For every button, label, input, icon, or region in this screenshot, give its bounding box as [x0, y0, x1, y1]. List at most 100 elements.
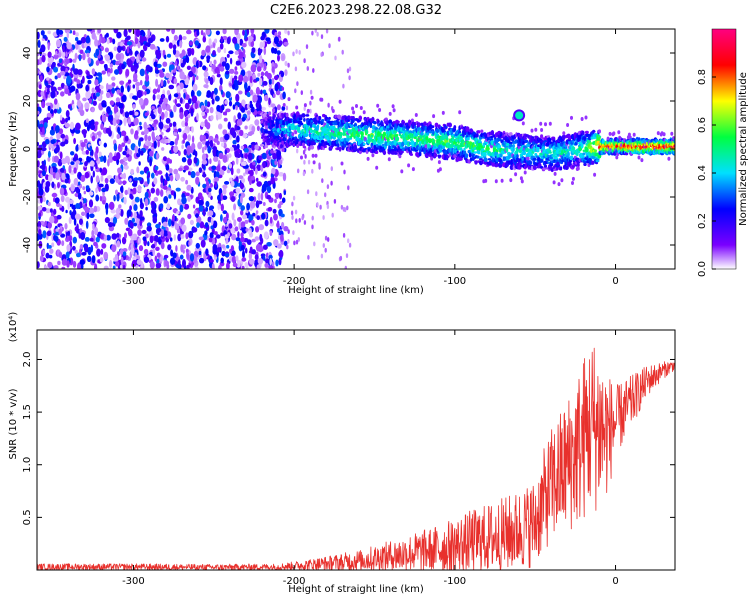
heatmap-cell: [184, 121, 188, 127]
heatmap-cell: [159, 38, 165, 42]
heatmap-cells: [37, 29, 675, 269]
heatmap-cell: [37, 39, 41, 49]
heatmap-cell: [122, 251, 127, 257]
heatmap-cell: [85, 220, 89, 229]
heatmap-cell: [235, 237, 241, 242]
heatmap-cell: [571, 176, 575, 181]
heatmap-cell: [550, 168, 554, 172]
heatmap-cell: [232, 131, 237, 139]
heatmap-cell: [331, 212, 334, 218]
heatmap-cell: [205, 133, 209, 140]
heatmap-cell: [183, 149, 187, 156]
heatmap-cell: [351, 106, 355, 111]
heatmap-cell: [75, 32, 79, 37]
heatmap-cell: [480, 129, 484, 133]
heatmap-cell: [68, 199, 74, 205]
heatmap-cell: [131, 247, 135, 256]
heatmap-cell: [61, 266, 66, 269]
heatmap-cell: [87, 57, 92, 64]
heatmap-cell: [66, 244, 71, 252]
heatmap-cell: [188, 70, 194, 78]
heatmap-cell: [593, 172, 597, 177]
heatmap-cell: [76, 100, 82, 108]
heatmap-cell: [239, 129, 244, 137]
heatmap-cell: [391, 104, 395, 109]
heatmap-cell: [113, 143, 118, 152]
heatmap-cell: [127, 85, 130, 93]
heatmap-cell: [57, 158, 63, 167]
heatmap-cell: [84, 206, 90, 212]
heatmap-cell: [183, 92, 186, 99]
heatmap-cell: [99, 195, 103, 202]
heatmap-cell: [156, 63, 162, 68]
heatmap-cell: [187, 49, 192, 57]
heatmap-cell: [91, 149, 94, 156]
heatmap-cell: [281, 86, 285, 91]
heatmap-cell: [80, 142, 86, 148]
heatmap-cell: [262, 202, 266, 206]
heatmap-cell: [145, 233, 149, 239]
heatmap-cell: [88, 199, 94, 208]
heatmap-cell: [192, 83, 198, 92]
heatmap-cell: [248, 196, 255, 202]
heatmap-cell: [105, 127, 111, 134]
heatmap-cell: [324, 235, 328, 241]
heatmap-cell: [76, 40, 83, 45]
heatmap-cell: [54, 75, 58, 80]
heatmap-cell: [427, 138, 432, 144]
heatmap-cell: [217, 203, 220, 211]
heatmap-cell: [147, 172, 151, 179]
heatmap-cell: [208, 210, 214, 217]
heatmap-cell: [243, 75, 248, 84]
heatmap-cell: [308, 133, 312, 138]
heatmap-cell: [122, 264, 126, 269]
heatmap-cell: [201, 111, 206, 117]
heatmap-cell: [221, 142, 225, 147]
heatmap-cell: [145, 73, 150, 82]
heatmap-cell: [167, 244, 172, 251]
heatmap-cell: [139, 68, 145, 77]
heatmap-cell: [219, 169, 225, 176]
heatmap-cell: [249, 169, 254, 177]
heatmap-cell: [104, 54, 110, 62]
heatmap-cell: [103, 251, 109, 260]
heatmap-cell: [182, 249, 185, 254]
heatmap-cell: [297, 168, 300, 174]
heatmap-cell: [131, 259, 137, 267]
heatmap-cell: [266, 154, 271, 160]
heatmap-cell: [87, 79, 92, 85]
heatmap-cell: [47, 56, 54, 64]
heatmap-cell: [127, 79, 132, 84]
heatmap-cell: [208, 237, 213, 243]
heatmap-cell: [345, 121, 349, 127]
heatmap-cell: [127, 118, 131, 125]
heatmap-cell: [98, 151, 102, 157]
heatmap-cell: [219, 43, 224, 50]
heatmap-cell: [230, 245, 234, 252]
heatmap-cell: [169, 237, 173, 242]
heatmap-cell: [54, 98, 58, 105]
heatmap-cell: [252, 212, 256, 217]
heatmap-cell: [132, 187, 137, 195]
heatmap-cell: [166, 187, 172, 193]
heatmap-cell: [230, 167, 234, 176]
heatmap-cell: [453, 128, 457, 131]
heatmap-cell: [222, 187, 227, 195]
heatmap-cell: [90, 119, 95, 126]
heatmap-cell: [64, 58, 70, 64]
heatmap-cell: [299, 122, 304, 126]
heatmap-cell: [382, 132, 386, 138]
heatmap-cell: [166, 203, 171, 210]
heatmap-cell: [105, 207, 109, 216]
heatmap-cell: [376, 103, 380, 108]
heatmap-cell: [285, 113, 289, 118]
heatmap-cell: [283, 226, 289, 232]
heatmap-cell: [60, 195, 65, 203]
heatmap-cell: [311, 168, 314, 174]
heatmap-cell: [154, 255, 158, 262]
heatmap-cell: [458, 110, 462, 115]
heatmap-cell: [322, 243, 325, 248]
heatmap-cell: [93, 205, 98, 213]
heatmap-cell: [432, 114, 436, 119]
heatmap-cell: [598, 155, 601, 159]
